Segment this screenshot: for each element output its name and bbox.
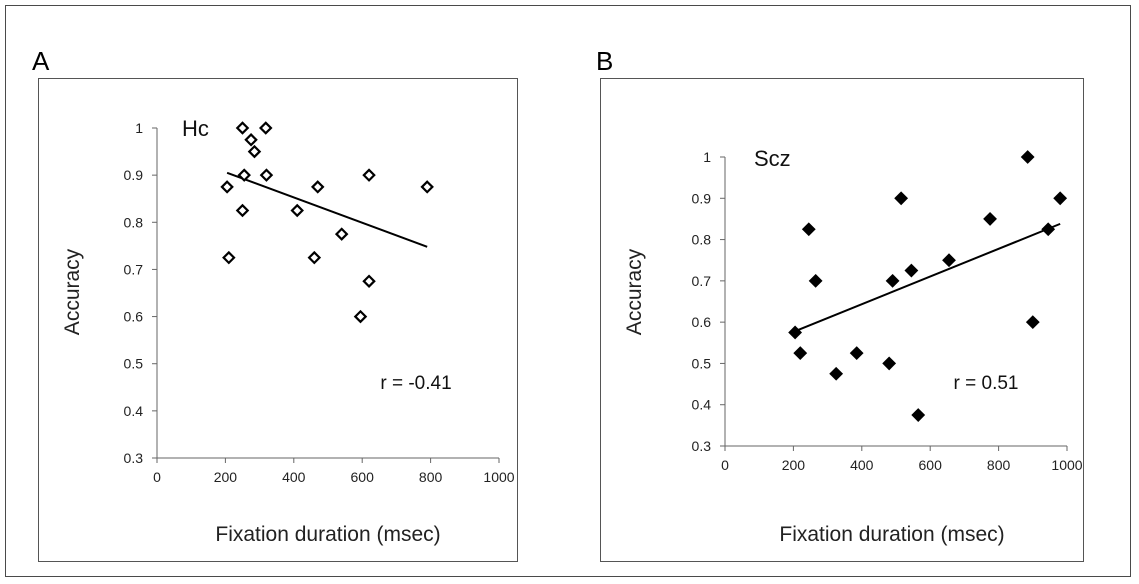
panel-b-data-point [829, 366, 844, 381]
panel-b-y-tick-label: 0.7 [692, 273, 712, 289]
panel-b-data-point [885, 273, 900, 288]
panel-b-correlation-label: r = 0.51 [954, 373, 1019, 394]
panel-b-data-point [1025, 315, 1040, 330]
panel-b-frame [600, 78, 1084, 562]
panel-b-trendline [794, 222, 1061, 333]
panel-a-chart: 0.3 0.4 0.5 0.6 0.7 0.8 0.9 1 0 200 400 600 800 1000 A… [61, 116, 515, 546]
panel-a-data-point [235, 121, 250, 135]
panel-b-data-point [849, 346, 864, 361]
panel-a-data-point [310, 180, 325, 194]
panel-b-data-point [793, 346, 808, 361]
panel-a-data-point [362, 168, 376, 182]
panel-a-y-tick-label: 0.4 [124, 403, 144, 419]
panel-a-x-axis-title: Fixation duration (msec) [215, 523, 440, 546]
panel-a-series-label: Hc [182, 116, 209, 141]
panel-a-data-point [244, 133, 258, 147]
panel-b-x-tick-label: 800 [987, 457, 1011, 473]
panel-a-data-point [334, 227, 349, 241]
panel-b-data-point [1041, 222, 1056, 237]
panel-b-data-point [904, 263, 919, 278]
panel-a-letter: A [32, 46, 50, 76]
panel-b-y-tick-label: 0.4 [692, 397, 712, 413]
panel-a-data-point [362, 274, 376, 288]
panel-b-y-tick-label: 0.8 [692, 232, 712, 248]
panel-b-data-point [894, 191, 909, 206]
panel-b-letter: B [596, 46, 614, 76]
panel-b-x-axis-title: Fixation duration (msec) [779, 523, 1004, 546]
panel-b-y-tick-label: 0.6 [692, 314, 712, 330]
panel-a-y-tick-label: 0.6 [124, 309, 144, 325]
panel-a-data-point [259, 121, 273, 135]
panel-b-x-tick-label: 0 [721, 457, 729, 473]
panel-a-data-point [237, 168, 251, 182]
panel-b-x-tick-label: 400 [850, 457, 874, 473]
panel-b-x-tick-label: 1000 [1051, 457, 1082, 473]
panel-a-data-point [247, 144, 262, 159]
panel-b-data-point [911, 408, 926, 422]
panel-a-data-point [220, 180, 234, 194]
panel-a-y-tick-label: 0.9 [124, 167, 144, 183]
panel-a-y-axis-title: Accuracy [61, 248, 84, 335]
panel-a-y-tick-label: 0.3 [124, 450, 144, 466]
panel-b-data-point [788, 325, 803, 340]
panel-a-x-tick-label: 800 [419, 469, 443, 485]
panel-b-y-tick-label: 1 [703, 149, 711, 165]
panel-a-data-point [420, 180, 434, 194]
panel-a-data-point [222, 250, 236, 265]
panel-a-data-point [353, 309, 368, 324]
panel-a-frame [38, 78, 518, 562]
panel-b-data-point [801, 222, 816, 237]
panel-b-series-label: Scz [754, 146, 791, 171]
panel-b-data-point [1053, 191, 1068, 206]
panel-a-x-tick-label: 400 [282, 469, 306, 485]
panel-b-data-point [1020, 150, 1035, 164]
panel-a-x-tick-label: 0 [153, 469, 161, 485]
panel-a-y-tick-label: 0.7 [124, 261, 144, 277]
panel-a-data-point [307, 250, 322, 265]
figure-frame: A B 0.3 0.4 0.5 0.6 0.7 0.8 0.9 1 0 200 400 600 800 1… [5, 5, 1131, 577]
panel-b-y-tick-label: 0.5 [692, 355, 712, 371]
panel-a-y-tick-label: 0.5 [124, 356, 144, 372]
panel-b-y-tick-label: 0.3 [692, 438, 712, 454]
panel-b-x-tick-label: 600 [919, 457, 943, 473]
panel-b-data-point [882, 356, 897, 371]
panel-b-data-point [942, 253, 956, 268]
panel-b-data-point [808, 273, 823, 288]
panel-a-x-tick-label: 200 [214, 469, 238, 485]
panel-a-correlation-label: r = -0.41 [380, 373, 451, 394]
panel-a-x-tick-label: 1000 [483, 469, 514, 485]
panel-b-y-axis-title: Accuracy [623, 248, 646, 335]
panel-b-data-point [983, 212, 997, 226]
panel-a-data-point [259, 168, 274, 182]
panel-a-data-point [235, 203, 250, 218]
panel-b-x-tick-label: 200 [782, 457, 806, 473]
panel-a-trendline [226, 171, 428, 248]
panel-a-y-tick-label: 0.8 [124, 214, 144, 230]
panel-b-y-tick-label: 0.9 [692, 190, 712, 206]
panel-a-data-point [290, 203, 304, 218]
panel-b-chart: 0.3 0.4 0.5 0.6 0.7 0.8 0.9 1 0 200 400 600 800 1000 A… [623, 146, 1083, 546]
panel-a-x-tick-label: 600 [351, 469, 375, 485]
panel-a-y-tick-label: 1 [135, 120, 143, 136]
